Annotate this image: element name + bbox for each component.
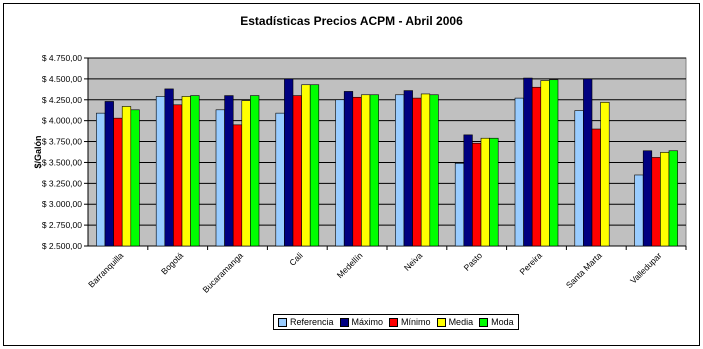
bar <box>335 99 345 247</box>
y-tick-label: $ 3.500,00 <box>42 157 82 167</box>
bar <box>224 95 234 247</box>
legend-label: Media <box>448 317 474 327</box>
legend-swatch <box>389 317 399 327</box>
bar <box>215 109 225 247</box>
bar <box>514 97 524 247</box>
bar <box>531 86 542 247</box>
legend-swatch <box>278 317 287 327</box>
x-tick-label: Medellín <box>335 250 365 280</box>
bar <box>361 94 371 247</box>
legend-label: Máximo <box>351 317 384 327</box>
legend-item: Media <box>436 317 474 327</box>
y-tick-label: $ 4.500,00 <box>42 74 82 84</box>
bar <box>472 142 482 247</box>
bar <box>309 84 320 247</box>
x-tick-label: Neiva <box>402 250 425 273</box>
bar <box>155 96 166 247</box>
y-axis-label: $/Galón <box>33 135 43 168</box>
bar <box>523 77 533 247</box>
bar <box>301 84 311 247</box>
bar <box>121 106 132 247</box>
y-tick-label: $ 2.750,00 <box>42 220 82 230</box>
y-tick-label: $ 4.250,00 <box>42 95 82 105</box>
bar <box>591 128 601 247</box>
legend-item: Moda <box>479 317 514 327</box>
bar <box>232 124 243 247</box>
x-tick-label: Valledupar <box>628 250 663 285</box>
bar <box>463 134 473 247</box>
legend-label: Mínimo <box>401 317 431 327</box>
y-tick-label: $ 3.250,00 <box>42 178 82 188</box>
bar <box>480 137 490 247</box>
bar <box>489 137 499 247</box>
legend-label: Referencia <box>290 317 334 327</box>
bar <box>113 117 123 247</box>
bar <box>284 78 294 247</box>
bar <box>660 152 670 247</box>
bar <box>583 78 593 247</box>
y-tick-label: $ 4.000,00 <box>42 116 82 126</box>
bar <box>634 174 644 247</box>
bar <box>275 112 285 247</box>
bar <box>420 93 431 247</box>
legend-item: Mínimo <box>389 317 431 327</box>
bar <box>454 162 465 247</box>
bar <box>412 97 422 247</box>
bar <box>190 95 200 247</box>
legend-swatch <box>479 317 489 327</box>
bar <box>96 112 106 247</box>
bar <box>651 157 661 247</box>
y-tick-label: $ 3.750,00 <box>42 137 82 147</box>
bar <box>250 95 260 247</box>
legend-item: Referencia <box>278 317 334 327</box>
bar <box>292 95 302 247</box>
x-tick-label: Bogotá <box>159 250 185 276</box>
legend-label: Moda <box>491 317 514 327</box>
bar <box>540 80 550 247</box>
bar <box>352 96 362 247</box>
bar <box>181 96 191 247</box>
bar <box>403 90 413 247</box>
legend-swatch <box>339 317 349 327</box>
x-tick-label: Bucaramanga <box>200 250 245 295</box>
bar <box>574 110 584 247</box>
legend-item: Máximo <box>339 317 384 327</box>
y-tick-label: $ 2.500,00 <box>42 241 82 251</box>
x-tick-label: Cali <box>287 250 305 268</box>
bar <box>549 79 559 247</box>
bar <box>642 150 653 247</box>
x-tick-label: Santa Marta <box>564 250 604 290</box>
bar <box>369 94 379 247</box>
bar <box>164 88 174 247</box>
chart-title: Estadísticas Precios ACPM - Abril 2006 <box>240 14 463 28</box>
bar <box>104 101 114 247</box>
bar <box>130 109 140 247</box>
legend: Referencia Máximo Mínimo Media Moda <box>273 314 519 330</box>
bar <box>668 150 678 247</box>
bar <box>241 100 251 247</box>
legend-swatch <box>436 317 446 327</box>
y-tick-label: $ 3.000,00 <box>42 199 82 209</box>
bar <box>600 101 610 247</box>
y-tick-label: $ 4.750,00 <box>42 53 82 63</box>
x-tick-label: Barranquilla <box>86 250 125 289</box>
x-tick-label: Pereira <box>517 250 544 277</box>
bar <box>173 104 183 247</box>
x-tick-label: Pasto <box>462 250 485 273</box>
bar <box>343 91 354 247</box>
bar <box>395 94 405 247</box>
bar <box>429 94 439 247</box>
